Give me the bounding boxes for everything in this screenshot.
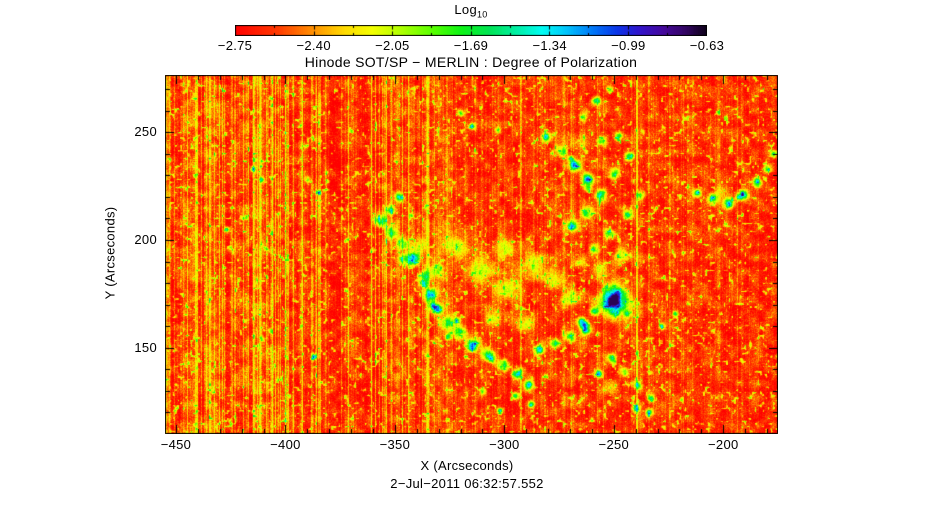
polarization-map-canvas: [165, 75, 778, 434]
y-axis-label: Y (Arcseconds): [102, 206, 118, 300]
x-tick-label: −450: [160, 437, 192, 452]
x-tick-label: −200: [708, 437, 739, 452]
colorbar-tick-label: −0.99: [611, 38, 646, 53]
plot-title: Hinode SOT/SP − MERLIN : Degree of Polar…: [304, 54, 638, 70]
x-tick-label: −300: [489, 437, 520, 452]
x-axis-label: X (Arcseconds): [420, 458, 514, 473]
colorbar-title: Log10: [454, 2, 487, 20]
colorbar-gradient-canvas: [235, 25, 707, 36]
x-tick-label: −400: [270, 437, 301, 452]
colorbar-tick-label: −0.63: [689, 38, 725, 53]
y-tick-label: 200: [134, 231, 157, 247]
y-tick-label: 150: [134, 339, 157, 355]
colorbar-title-main: Log: [454, 2, 477, 17]
colorbar-tick-label: −2.75: [217, 38, 253, 53]
x-tick-label: −250: [598, 437, 630, 452]
colorbar-tick-label: −1.69: [453, 38, 489, 53]
colorbar-title-sub: 10: [476, 9, 488, 20]
colorbar-tick-label: −2.05: [375, 38, 410, 53]
y-tick-label: 250: [134, 124, 157, 140]
timestamp: 2−Jul−2011 06:32:57.552: [390, 476, 544, 491]
colorbar-tick-label: −2.40: [296, 38, 331, 53]
x-tick-label: −350: [379, 437, 411, 452]
colorbar-tick-label: −1.34: [532, 38, 567, 53]
